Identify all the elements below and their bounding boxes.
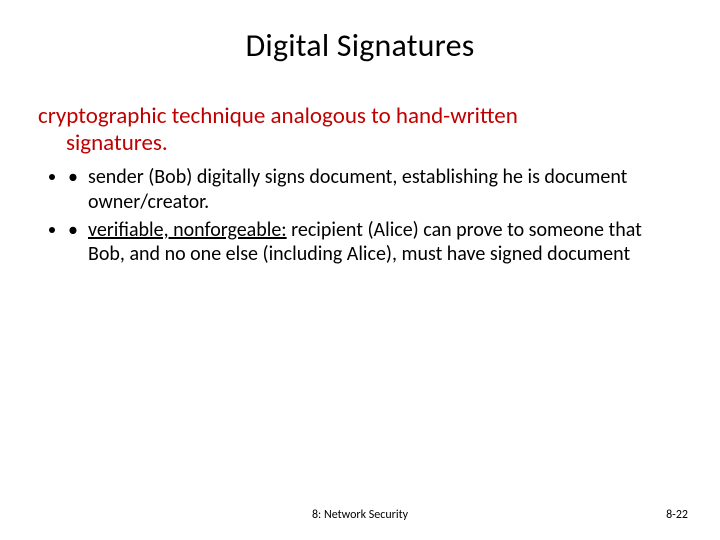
slide-title: Digital Signatures (0, 0, 720, 65)
footer-right: 8-22 (666, 508, 688, 522)
bullet-list: sender (Bob) digitally signs document, e… (0, 157, 720, 267)
intro-line2: signatures. (38, 130, 682, 157)
intro-line1: cryptographic technique analogous to han… (38, 102, 518, 130)
bullet-prefix: verifiable, nonforgeable: (88, 218, 287, 242)
intro-block: cryptographic technique analogous to han… (0, 65, 720, 157)
footer: 8: Network Security 8-22 (0, 508, 720, 526)
list-item: sender (Bob) digitally signs document, e… (68, 165, 680, 214)
footer-center: 8: Network Security (312, 508, 408, 522)
bullet-text: sender (Bob) digitally signs document, e… (88, 165, 627, 213)
list-item: verifiable, nonforgeable: recipient (Ali… (68, 218, 680, 267)
intro-text: cryptographic technique analogous to han… (38, 103, 682, 157)
